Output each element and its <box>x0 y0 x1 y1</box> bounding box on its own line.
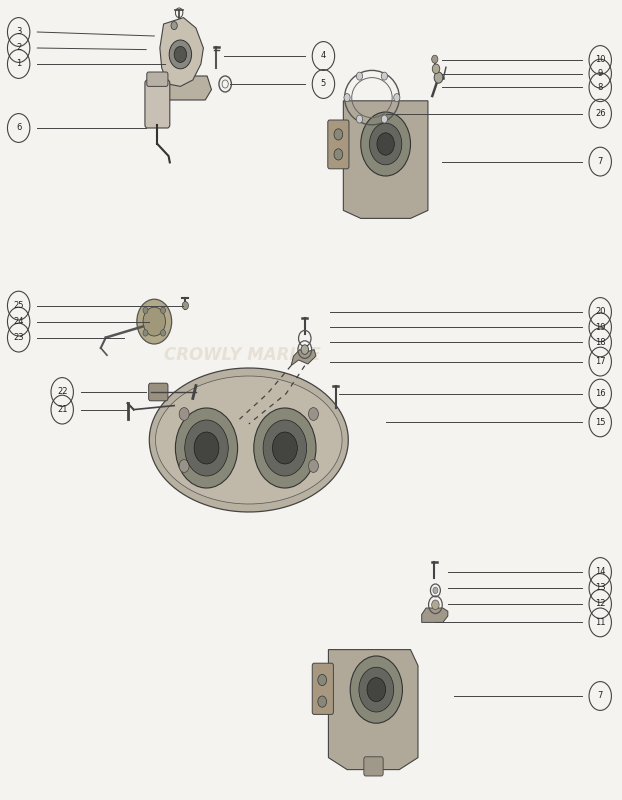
Text: 25: 25 <box>14 301 24 310</box>
Text: 12: 12 <box>595 599 605 609</box>
Circle shape <box>169 40 192 69</box>
Text: 7: 7 <box>598 157 603 166</box>
Circle shape <box>334 129 343 140</box>
Circle shape <box>377 133 394 155</box>
Circle shape <box>143 307 165 336</box>
FancyBboxPatch shape <box>312 663 333 714</box>
Polygon shape <box>291 350 316 366</box>
Circle shape <box>175 408 238 488</box>
Circle shape <box>433 587 438 594</box>
Text: 23: 23 <box>13 333 24 342</box>
Text: 20: 20 <box>595 307 605 317</box>
Circle shape <box>369 123 402 165</box>
Text: 14: 14 <box>595 567 605 577</box>
Polygon shape <box>156 376 342 504</box>
Polygon shape <box>157 76 211 100</box>
Circle shape <box>185 420 228 476</box>
Text: 6: 6 <box>16 123 21 133</box>
Text: 21: 21 <box>57 405 67 414</box>
Text: 16: 16 <box>595 389 606 398</box>
FancyBboxPatch shape <box>145 80 170 128</box>
Circle shape <box>179 408 189 421</box>
Circle shape <box>194 432 219 464</box>
FancyBboxPatch shape <box>149 383 168 401</box>
Circle shape <box>394 94 400 102</box>
FancyBboxPatch shape <box>147 72 168 86</box>
Circle shape <box>174 46 187 62</box>
Circle shape <box>381 115 388 123</box>
Circle shape <box>318 696 327 707</box>
Polygon shape <box>343 101 428 218</box>
Text: 15: 15 <box>595 418 605 427</box>
Circle shape <box>359 667 394 712</box>
Polygon shape <box>422 608 448 622</box>
Circle shape <box>179 459 189 472</box>
Text: 11: 11 <box>595 618 605 627</box>
Text: 5: 5 <box>321 79 326 89</box>
Text: 3: 3 <box>16 27 21 37</box>
Text: 10: 10 <box>595 55 605 65</box>
Circle shape <box>160 307 165 314</box>
Circle shape <box>381 72 388 80</box>
FancyBboxPatch shape <box>328 120 349 169</box>
Circle shape <box>137 299 172 344</box>
Circle shape <box>361 112 411 176</box>
Circle shape <box>254 408 316 488</box>
Text: 18: 18 <box>595 338 606 347</box>
Text: 24: 24 <box>14 317 24 326</box>
Text: 13: 13 <box>595 583 606 593</box>
Circle shape <box>301 345 309 354</box>
Circle shape <box>344 94 350 102</box>
Circle shape <box>309 408 318 421</box>
Circle shape <box>309 459 318 472</box>
Text: 8: 8 <box>598 82 603 92</box>
Circle shape <box>434 72 443 83</box>
FancyBboxPatch shape <box>364 757 383 776</box>
Circle shape <box>432 64 440 74</box>
Circle shape <box>356 72 363 80</box>
Circle shape <box>318 674 327 686</box>
Polygon shape <box>160 18 203 86</box>
Polygon shape <box>328 650 418 770</box>
Circle shape <box>432 55 438 63</box>
Text: 19: 19 <box>595 322 605 332</box>
Circle shape <box>182 302 188 310</box>
Circle shape <box>432 600 439 610</box>
Circle shape <box>160 330 165 336</box>
Circle shape <box>171 22 177 30</box>
Circle shape <box>350 656 402 723</box>
Text: 7: 7 <box>598 691 603 701</box>
Circle shape <box>356 115 363 123</box>
Circle shape <box>263 420 307 476</box>
Polygon shape <box>149 368 348 512</box>
Text: 4: 4 <box>321 51 326 61</box>
Text: 9: 9 <box>598 69 603 78</box>
Text: 1: 1 <box>16 59 21 69</box>
Text: 26: 26 <box>595 109 606 118</box>
Circle shape <box>143 307 148 314</box>
Circle shape <box>367 678 386 702</box>
Text: CROWLY MARINE: CROWLY MARINE <box>164 346 321 364</box>
Circle shape <box>143 330 148 336</box>
Circle shape <box>272 432 297 464</box>
Circle shape <box>334 149 343 160</box>
Text: 17: 17 <box>595 357 606 366</box>
Text: 2: 2 <box>16 43 21 53</box>
Text: 22: 22 <box>57 387 67 397</box>
